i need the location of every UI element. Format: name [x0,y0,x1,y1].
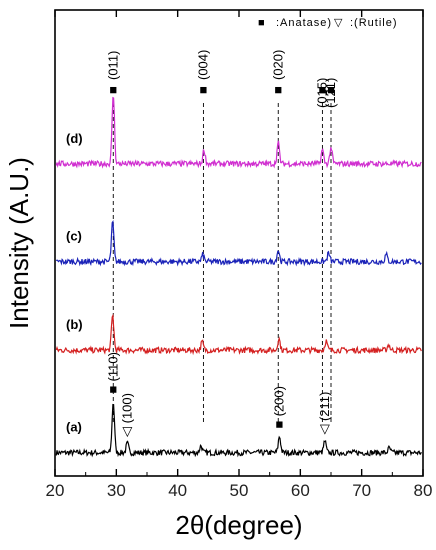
series-line-d [55,96,422,169]
x-axis-ticks: 20 30 40 50 60 70 80 [46,10,433,500]
legend-rutile-marker: ▽ [334,17,343,29]
x-tick-label: 70 [352,481,371,500]
legend-rutile-text: :(Rutile) [350,17,398,29]
x-tick-label: 60 [291,481,310,500]
series-line-c [55,219,422,267]
annotations: ■(110)▽(100)■(200)▽(211) [105,352,332,438]
y-axis-title: Intensity (A.U.) [4,157,34,329]
annotation-marker: ▽ [122,423,132,438]
series-label: (c) [66,229,82,244]
annotation-marker: ■ [109,381,117,396]
reference-marker: ■ [109,82,117,97]
series-label: (b) [66,317,83,332]
series-line-b [55,313,422,356]
reference-marker: ■ [199,82,207,97]
reference-marker: ■ [318,82,326,97]
reference-marker: ■ [327,82,335,97]
x-tick-label: 50 [230,481,249,500]
x-tick-label: 20 [46,481,65,500]
series-label: (a) [66,420,82,435]
reference-label: (004) [195,50,210,80]
x-tick-label: 30 [107,481,126,500]
annotation-label: (110) [105,352,120,381]
annotation-marker: ▽ [320,421,330,436]
annotation-label: (100) [119,393,134,423]
x-axis-title: 2θ(degree) [175,510,302,540]
series-label: (d) [66,131,83,146]
series-line-a [55,403,422,458]
reference-label: (121) [323,78,338,108]
x-tick-label: 40 [168,481,187,500]
reference-lines: ■(011)■(004)■(020)■(015)■(121) [105,50,338,425]
legend-anatase-text: :Anatase) [276,17,332,29]
reference-label: (011) [105,51,120,80]
x-tick-label: 80 [414,481,433,500]
annotation-label: (200) [271,386,286,416]
series-group: (a) (b) (c) (d) [55,96,422,458]
annotation-marker: ■ [276,416,284,431]
reference-label: (020) [270,50,285,80]
reference-marker: ■ [274,82,282,97]
annotation-label: (211) [317,392,332,421]
reference-label: (015) [314,78,329,108]
legend-anatase-marker: ■ [258,17,266,29]
legend: ■ :Anatase) ▽ :(Rutile) [258,17,398,29]
